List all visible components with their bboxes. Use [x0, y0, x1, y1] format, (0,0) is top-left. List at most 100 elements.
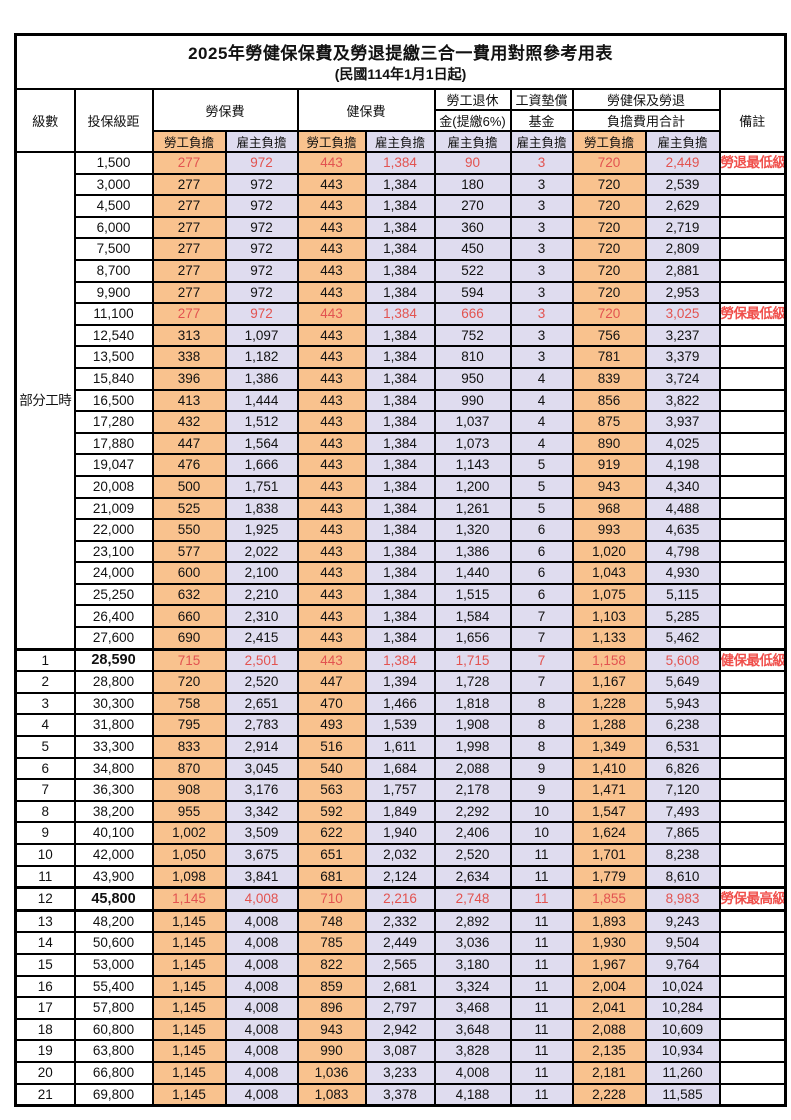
bracket-cell: 45,800 — [73, 886, 154, 912]
remark-cell — [718, 735, 787, 759]
bracket-cell: 3,000 — [73, 172, 154, 197]
health-employer-cell: 1,384 — [364, 345, 436, 369]
header-remarks: 備註 — [718, 88, 787, 153]
pension-employer-cell: 1,908 — [433, 713, 512, 738]
labor-employee-cell: 1,002 — [151, 821, 227, 845]
total-employer-cell: 10,934 — [644, 1039, 721, 1063]
total-employee-cell: 1,967 — [571, 952, 647, 977]
health-employee-cell: 443 — [296, 237, 367, 261]
table-row: 12 45,800 1,145 4,008 710 2,216 2,748 11 1,855 8,… — [14, 886, 787, 912]
level-group-part-time: 部分工時 — [14, 150, 76, 651]
table-row: 21 69,800 1,145 4,008 1,083 3,378 4,188 11 2,228… — [14, 1082, 787, 1107]
labor-employee-cell: 277 — [151, 172, 227, 197]
bracket-cell: 33,300 — [73, 735, 154, 759]
total-employer-cell: 4,488 — [644, 496, 721, 521]
total-employee-cell: 2,041 — [571, 996, 647, 1020]
health-employee-cell: 443 — [296, 604, 367, 629]
pension-employer-cell: 3,324 — [433, 974, 512, 999]
wage-fund-cell: 11 — [509, 908, 574, 934]
wage-fund-cell: 6 — [509, 582, 574, 607]
total-employer-cell: 9,764 — [644, 952, 721, 977]
table-row: 12,540 313 1,097 443 1,384 752 3 756 3,237 — [16, 323, 787, 348]
health-employer-cell: 1,384 — [364, 647, 436, 673]
total-employee-cell: 720 — [571, 302, 647, 326]
labor-employer-cell: 4,008 — [224, 1039, 299, 1063]
health-employee-cell: 443 — [296, 388, 367, 413]
labor-employer-cell: 2,651 — [224, 691, 299, 716]
labor-employee-cell: 432 — [151, 410, 227, 434]
total-employer-cell: 2,953 — [644, 280, 721, 305]
table-row: 17 57,800 1,145 4,008 896 2,797 3,468 11 2,041 10… — [14, 996, 787, 1020]
labor-employer-cell: 4,008 — [224, 886, 299, 912]
pension-employer-cell: 180 — [433, 172, 512, 197]
labor-employee-cell: 1,098 — [151, 864, 227, 889]
labor-employer-cell: 972 — [224, 280, 299, 305]
total-employee-cell: 1,103 — [571, 604, 647, 629]
health-employer-cell: 3,378 — [364, 1082, 436, 1107]
labor-employee-cell: 758 — [151, 691, 227, 716]
total-employee-cell: 890 — [571, 431, 647, 456]
pension-employer-cell: 2,406 — [433, 821, 512, 845]
level-cell: 20 — [14, 1060, 76, 1085]
labor-employer-cell: 3,509 — [224, 821, 299, 845]
remark-cell — [718, 258, 787, 283]
total-employee-cell: 720 — [571, 194, 647, 218]
table-row: 4,500 277 972 443 1,384 270 3 720 2,629 — [16, 194, 787, 218]
wage-fund-cell: 11 — [509, 931, 574, 955]
total-employee-cell: 720 — [571, 151, 647, 175]
pension-employer-cell: 522 — [433, 258, 512, 283]
total-employer-cell: 6,826 — [644, 756, 721, 781]
remark-cell — [718, 713, 787, 738]
labor-employer-cell: 2,310 — [224, 604, 299, 629]
remark-cell — [718, 582, 787, 607]
level-cell: 19 — [14, 1039, 76, 1063]
total-employer-cell: 4,340 — [644, 474, 721, 499]
table-row: 27,600 690 2,415 443 1,384 1,656 7 1,133 5,462 — [16, 626, 787, 651]
remark-cell — [718, 518, 787, 542]
wage-fund-cell: 11 — [509, 864, 574, 889]
health-employee-cell: 748 — [296, 908, 367, 934]
health-employee-cell: 540 — [296, 756, 367, 781]
bracket-cell: 34,800 — [73, 756, 154, 781]
total-employer-cell: 5,462 — [644, 626, 721, 651]
table-row: 2 28,800 720 2,520 447 1,394 1,728 7 1,167 5,649 — [14, 670, 787, 694]
total-employee-cell: 968 — [571, 496, 647, 521]
labor-employee-cell: 1,145 — [151, 974, 227, 999]
header-row-3: 勞工負擔 雇主負擔 勞工負擔 雇主負擔 雇主負擔 雇主負擔 勞工負擔 雇主負擔 — [16, 130, 786, 153]
table-row: 14 50,600 1,145 4,008 785 2,449 3,036 11 1,930 9,… — [14, 931, 787, 955]
bracket-cell: 60,800 — [73, 1017, 154, 1042]
header-health-insurance: 健保費 — [296, 88, 436, 132]
title-row: 2025年勞健保保費及勞退提繳三合一費用對照參考用表 (民國114年1月1日起) — [14, 33, 787, 90]
table-row: 15,840 396 1,386 443 1,384 950 4 839 3,724 — [16, 366, 787, 391]
health-employer-cell: 3,233 — [364, 1060, 436, 1085]
health-employee-cell: 1,036 — [296, 1060, 367, 1085]
table-row: 26,400 660 2,310 443 1,384 1,584 7 1,103 5,285 — [16, 604, 787, 629]
wage-fund-cell: 3 — [509, 323, 574, 348]
bracket-cell: 53,000 — [73, 952, 154, 977]
remark-cell — [718, 604, 787, 629]
subheader-fund-employer: 雇主負擔 — [509, 130, 574, 153]
labor-employee-cell: 1,145 — [151, 996, 227, 1020]
total-employer-cell: 3,724 — [644, 366, 721, 391]
table-row: 16 55,400 1,145 4,008 859 2,681 3,324 11 2,004 10… — [14, 974, 787, 999]
remark-cell — [718, 691, 787, 716]
labor-employer-cell: 2,501 — [224, 647, 299, 673]
table-row: 22,000 550 1,925 443 1,384 1,320 6 993 4,635 — [16, 518, 787, 542]
wage-fund-cell: 11 — [509, 886, 574, 912]
labor-employee-cell: 577 — [151, 539, 227, 564]
level-cell: 8 — [14, 799, 76, 824]
pension-employer-cell: 4,008 — [433, 1060, 512, 1085]
level-cell: 4 — [14, 713, 76, 738]
pension-employer-cell: 1,037 — [433, 410, 512, 434]
bracket-cell: 55,400 — [73, 974, 154, 999]
total-employer-cell: 3,937 — [644, 410, 721, 434]
labor-employer-cell: 972 — [224, 302, 299, 326]
level-cell: 16 — [14, 974, 76, 999]
table-row: 7,500 277 972 443 1,384 450 3 720 2,809 — [16, 237, 787, 261]
labor-employer-cell: 1,386 — [224, 366, 299, 391]
labor-employee-cell: 338 — [151, 345, 227, 369]
pension-employer-cell: 1,515 — [433, 582, 512, 607]
labor-employee-cell: 447 — [151, 431, 227, 456]
labor-employer-cell: 4,008 — [224, 952, 299, 977]
health-employer-cell: 1,539 — [364, 713, 436, 738]
